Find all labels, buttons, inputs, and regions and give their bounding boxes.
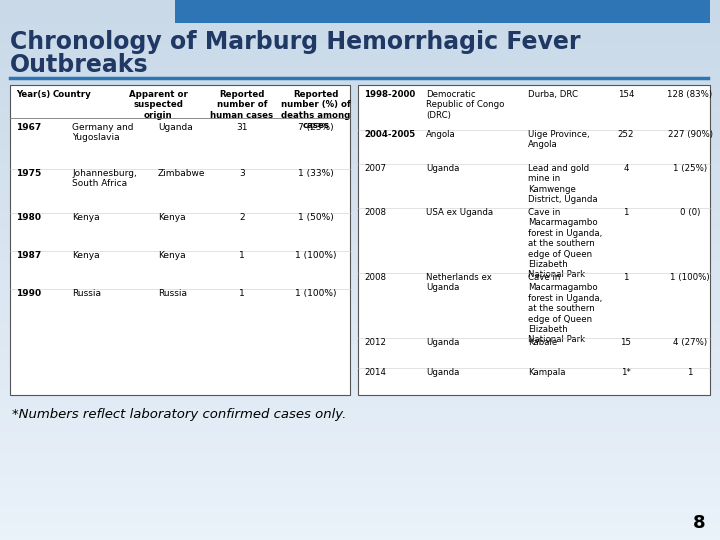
Text: 3: 3 bbox=[239, 169, 245, 178]
Text: Russia: Russia bbox=[72, 289, 101, 298]
Bar bbox=[175, 0, 710, 23]
Bar bbox=[358, 85, 710, 395]
Text: Angola: Angola bbox=[426, 130, 456, 139]
Text: Germany and
Yugoslavia: Germany and Yugoslavia bbox=[72, 123, 133, 143]
Text: 2008: 2008 bbox=[364, 273, 386, 282]
Text: Uganda: Uganda bbox=[426, 338, 459, 347]
Text: Chronology of Marburg Hemorrhagic Fever: Chronology of Marburg Hemorrhagic Fever bbox=[10, 30, 580, 54]
Text: 8: 8 bbox=[693, 514, 706, 532]
Text: 1 (50%): 1 (50%) bbox=[298, 213, 334, 222]
Text: Democratic
Republic of Congo
(DRC): Democratic Republic of Congo (DRC) bbox=[426, 90, 505, 120]
Text: Lead and gold
mine in
Kamwenge
District, Uganda: Lead and gold mine in Kamwenge District,… bbox=[528, 164, 598, 204]
Text: 1: 1 bbox=[624, 273, 629, 282]
Text: 1 (33%): 1 (33%) bbox=[298, 169, 334, 178]
Text: Year(s): Year(s) bbox=[16, 90, 50, 99]
Text: Zimbabwe: Zimbabwe bbox=[158, 169, 205, 178]
Text: 15: 15 bbox=[621, 338, 631, 347]
Text: 2014: 2014 bbox=[364, 368, 386, 377]
Text: Kenya: Kenya bbox=[72, 251, 99, 260]
Text: 1 (100%): 1 (100%) bbox=[295, 251, 337, 260]
Text: 1990: 1990 bbox=[16, 289, 41, 298]
Text: Kampala: Kampala bbox=[528, 368, 565, 377]
Text: Uganda: Uganda bbox=[158, 123, 193, 132]
Text: 31: 31 bbox=[236, 123, 248, 132]
Text: 2007: 2007 bbox=[364, 164, 386, 173]
Text: 1: 1 bbox=[239, 251, 245, 260]
Text: 1 (100%): 1 (100%) bbox=[295, 289, 337, 298]
Text: Apparent or
suspected
origin: Apparent or suspected origin bbox=[129, 90, 187, 120]
Text: 154: 154 bbox=[618, 90, 634, 99]
Text: Cave in
Macarmagambo
forest in Uganda,
at the southern
edge of Queen
Elizabeth
N: Cave in Macarmagambo forest in Uganda, a… bbox=[528, 208, 602, 279]
Text: Kabale: Kabale bbox=[528, 338, 557, 347]
Text: Uganda: Uganda bbox=[426, 164, 459, 173]
Text: Kenya: Kenya bbox=[72, 213, 99, 222]
Text: 1967: 1967 bbox=[16, 123, 41, 132]
Text: 2004-2005: 2004-2005 bbox=[364, 130, 415, 139]
Text: 128 (83%): 128 (83%) bbox=[667, 90, 713, 99]
Text: Reported
number (%) of
deaths among
cases: Reported number (%) of deaths among case… bbox=[281, 90, 351, 130]
Text: 1: 1 bbox=[624, 208, 629, 217]
Text: 2: 2 bbox=[239, 213, 245, 222]
Text: 1998-2000: 1998-2000 bbox=[364, 90, 415, 99]
Text: 1987: 1987 bbox=[16, 251, 41, 260]
Text: *Numbers reflect laboratory confirmed cases only.: *Numbers reflect laboratory confirmed ca… bbox=[12, 408, 346, 421]
Text: Country: Country bbox=[53, 90, 91, 99]
Text: 2008: 2008 bbox=[364, 208, 386, 217]
Text: 1*: 1* bbox=[621, 368, 631, 377]
Text: Durba, DRC: Durba, DRC bbox=[528, 90, 578, 99]
Text: Uige Province,
Angola: Uige Province, Angola bbox=[528, 130, 590, 150]
Text: Kenya: Kenya bbox=[158, 251, 186, 260]
Text: 4 (27%): 4 (27%) bbox=[673, 338, 707, 347]
Text: 1 (100%): 1 (100%) bbox=[670, 273, 710, 282]
Text: 4: 4 bbox=[624, 164, 629, 173]
Text: Netherlands ex
Uganda: Netherlands ex Uganda bbox=[426, 273, 492, 292]
Text: Uganda: Uganda bbox=[426, 368, 459, 377]
Text: Russia: Russia bbox=[158, 289, 187, 298]
Text: 252: 252 bbox=[618, 130, 634, 139]
Text: 227 (90%): 227 (90%) bbox=[667, 130, 713, 139]
Text: 1: 1 bbox=[239, 289, 245, 298]
Text: Reported
number of
human cases: Reported number of human cases bbox=[210, 90, 274, 120]
Text: USA ex Uganda: USA ex Uganda bbox=[426, 208, 493, 217]
Text: 1975: 1975 bbox=[16, 169, 41, 178]
Text: Outbreaks: Outbreaks bbox=[10, 53, 148, 77]
Text: 1980: 1980 bbox=[16, 213, 41, 222]
Text: Johannesburg,
South Africa: Johannesburg, South Africa bbox=[72, 169, 137, 188]
Text: 7 (23%): 7 (23%) bbox=[298, 123, 334, 132]
Bar bbox=[10, 85, 350, 395]
Text: 1 (25%): 1 (25%) bbox=[673, 164, 707, 173]
Text: 0 (0): 0 (0) bbox=[680, 208, 700, 217]
Text: Cave in
Macarmagambo
forest in Uganda,
at the southern
edge of Queen
Elizabeth
N: Cave in Macarmagambo forest in Uganda, a… bbox=[528, 273, 602, 345]
Text: 2012: 2012 bbox=[364, 338, 386, 347]
Text: Kenya: Kenya bbox=[158, 213, 186, 222]
Text: 1: 1 bbox=[688, 368, 693, 377]
